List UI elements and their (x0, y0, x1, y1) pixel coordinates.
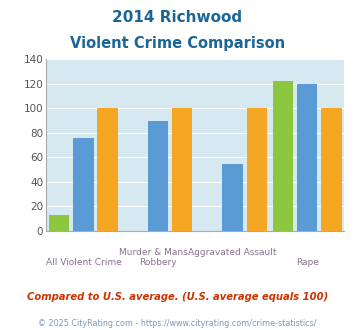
Text: Compared to U.S. average. (U.S. average equals 100): Compared to U.S. average. (U.S. average … (27, 292, 328, 302)
Bar (246, 109, 267, 231)
Text: Rape: Rape (296, 258, 318, 267)
Bar (273, 82, 293, 231)
Bar (321, 109, 342, 231)
Bar (172, 109, 192, 231)
Text: Violent Crime Comparison: Violent Crime Comparison (70, 36, 285, 51)
Text: Murder & Mans...: Murder & Mans... (119, 248, 197, 257)
Text: All Violent Crime: All Violent Crime (45, 258, 121, 267)
Bar (49, 215, 70, 231)
Bar (297, 84, 317, 231)
Text: Aggravated Assault: Aggravated Assault (188, 248, 277, 257)
Text: Robbery: Robbery (139, 258, 177, 267)
Text: © 2025 CityRating.com - https://www.cityrating.com/crime-statistics/: © 2025 CityRating.com - https://www.city… (38, 319, 317, 328)
Text: 2014 Richwood: 2014 Richwood (113, 10, 242, 25)
Bar (73, 138, 94, 231)
Legend: Richwood, Ohio, National: Richwood, Ohio, National (61, 326, 330, 330)
Bar (148, 121, 168, 231)
Bar (222, 164, 243, 231)
Bar (97, 109, 118, 231)
